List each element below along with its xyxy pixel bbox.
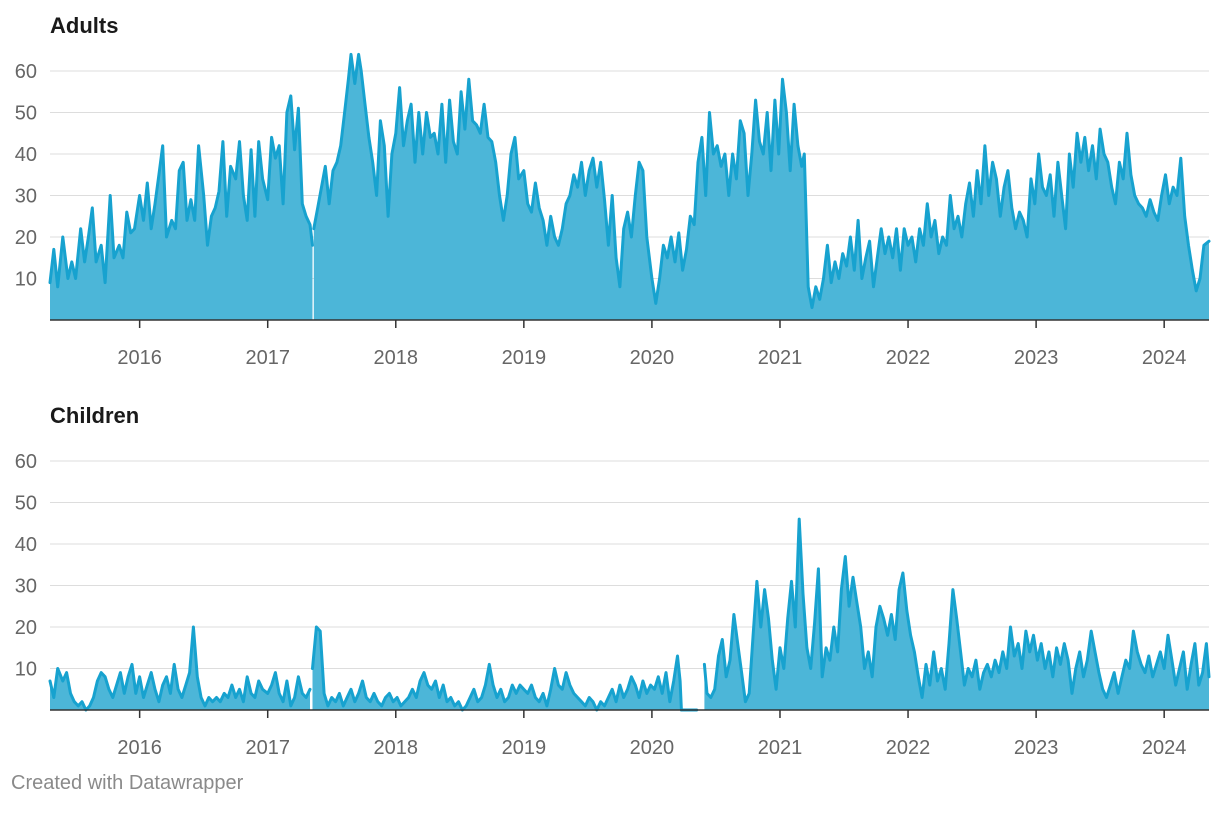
area-segment xyxy=(50,95,313,321)
series-line xyxy=(312,52,1211,310)
credit-text: Created with Datawrapper xyxy=(11,772,244,794)
x-tick-label: 2017 xyxy=(245,347,290,369)
y-tick-label: 10 xyxy=(15,659,37,681)
chart-panel-children: Children 10 20 30 40 50 60 2016 2017 2018 2019 2020… xyxy=(15,403,1211,759)
y-tick-label: 50 xyxy=(15,493,37,515)
x-tick-label: 2020 xyxy=(630,737,675,759)
x-tick-label: 2018 xyxy=(374,737,419,759)
series-line xyxy=(702,517,1211,704)
x-tick-label: 2016 xyxy=(117,347,162,369)
x-tick-label: 2019 xyxy=(502,737,547,759)
y-tick-label: 60 xyxy=(15,451,37,473)
y-tick-label: 40 xyxy=(15,534,37,556)
y-tick-label: 10 xyxy=(15,269,37,291)
x-tick-label: 2021 xyxy=(758,737,803,759)
x-tick-label: 2023 xyxy=(1014,737,1059,759)
x-tick-label: 2022 xyxy=(886,347,931,369)
y-tick-label: 30 xyxy=(15,186,37,208)
x-tick-label: 2022 xyxy=(886,737,931,759)
x-tick-label: 2018 xyxy=(374,347,419,369)
x-tick-label: 2016 xyxy=(117,737,162,759)
y-tick-label: 40 xyxy=(15,144,37,166)
chart-title: Adults xyxy=(50,13,118,38)
x-tick-label: 2020 xyxy=(630,347,675,369)
x-tick-label: 2021 xyxy=(758,347,803,369)
x-tick-label: 2024 xyxy=(1142,737,1187,759)
y-tick-label: 60 xyxy=(15,61,37,83)
x-tick-label: 2023 xyxy=(1014,347,1059,369)
y-tick-label: 20 xyxy=(15,227,37,249)
y-tick-label: 50 xyxy=(15,103,37,125)
x-tick-label: 2024 xyxy=(1142,347,1187,369)
series-line xyxy=(311,625,699,712)
y-tick-label: 30 xyxy=(15,576,37,598)
chart-panel-adults: Adults 10 20 30 40 50 60 2016 2017 2018 2019 2020 20… xyxy=(15,13,1211,369)
area-segment xyxy=(312,627,697,710)
x-tick-label: 2019 xyxy=(502,347,547,369)
series-line xyxy=(48,625,312,712)
area-segment xyxy=(313,54,1209,321)
y-tick-label: 20 xyxy=(15,617,37,639)
x-tick-label: 2017 xyxy=(245,737,290,759)
series-line xyxy=(48,94,314,289)
chart-title: Children xyxy=(50,403,139,428)
area-segment xyxy=(704,519,1209,710)
